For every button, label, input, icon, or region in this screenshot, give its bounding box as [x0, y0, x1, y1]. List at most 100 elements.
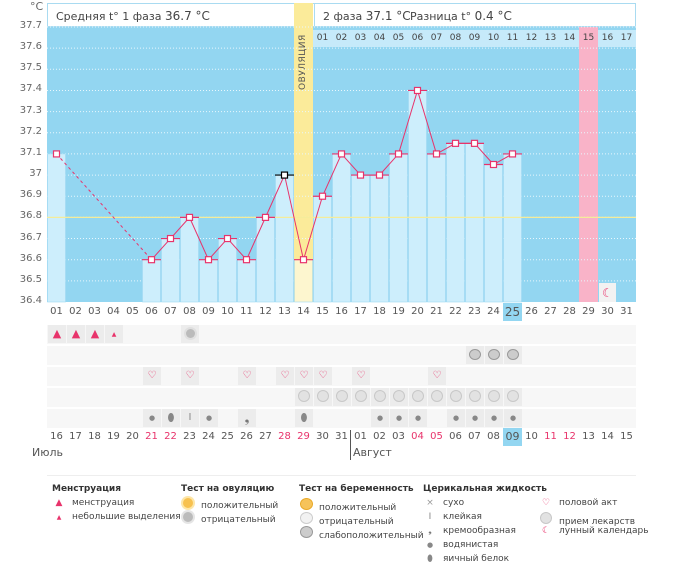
- cycle-day-label[interactable]: 12: [259, 306, 272, 317]
- pill-icon[interactable]: [390, 388, 408, 406]
- cycle-day-label[interactable]: 02: [69, 306, 82, 317]
- cycle-day-label[interactable]: 20: [411, 306, 424, 317]
- cycle-day-label[interactable]: 13: [278, 306, 291, 317]
- pill-icon[interactable]: [428, 388, 446, 406]
- cycle-day-label[interactable]: 26: [525, 306, 538, 317]
- pregnancy-weak-icon[interactable]: [504, 346, 522, 364]
- cycle-day-label[interactable]: 17: [354, 306, 367, 317]
- calendar-date-label[interactable]: 03: [392, 431, 405, 442]
- cycle-day-label[interactable]: 15: [316, 306, 329, 317]
- calendar-date-label[interactable]: 19: [107, 431, 120, 442]
- calendar-date-label[interactable]: 20: [126, 431, 139, 442]
- cycle-day-label[interactable]: 14: [297, 306, 310, 317]
- pill-icon[interactable]: [371, 388, 389, 406]
- heart-icon[interactable]: ♡: [428, 367, 446, 385]
- heart-icon[interactable]: ♡: [276, 367, 294, 385]
- calendar-date-label[interactable]: 22: [164, 431, 177, 442]
- watery-drop-icon[interactable]: ●: [485, 409, 503, 427]
- cycle-day-label[interactable]: 03: [88, 306, 101, 317]
- watery-drop-icon[interactable]: ●: [504, 409, 522, 427]
- calendar-date-label[interactable]: 30: [316, 431, 329, 442]
- watery-drop-icon[interactable]: ●: [409, 409, 427, 427]
- cycle-day-label[interactable]: 19: [392, 306, 405, 317]
- cycle-day-label[interactable]: 22: [449, 306, 462, 317]
- creamy-icon[interactable]: ❟: [238, 409, 256, 427]
- calendar-date-label[interactable]: 09: [503, 428, 522, 446]
- cycle-day-label[interactable]: 10: [221, 306, 234, 317]
- pill-icon[interactable]: [333, 388, 351, 406]
- calendar-date-label[interactable]: 29: [297, 431, 310, 442]
- calendar-date-label[interactable]: 10: [525, 431, 538, 442]
- pill-icon[interactable]: [485, 388, 503, 406]
- pregnancy-weak-icon[interactable]: [466, 346, 484, 364]
- pill-icon[interactable]: [504, 388, 522, 406]
- calendar-date-label[interactable]: 24: [202, 431, 215, 442]
- pill-icon[interactable]: [352, 388, 370, 406]
- heart-icon[interactable]: ♡: [238, 367, 256, 385]
- cycle-day-label[interactable]: 05: [126, 306, 139, 317]
- cycle-day-label[interactable]: 31: [620, 306, 633, 317]
- cycle-day-label[interactable]: 08: [183, 306, 196, 317]
- cycle-day-label[interactable]: 28: [563, 306, 576, 317]
- pill-icon[interactable]: [295, 388, 313, 406]
- egg-white-drop-icon[interactable]: ⬮: [295, 409, 313, 427]
- pill-icon[interactable]: [314, 388, 332, 406]
- calendar-date-label[interactable]: 06: [449, 431, 462, 442]
- calendar-date-label[interactable]: 18: [88, 431, 101, 442]
- sticky-icon[interactable]: I: [181, 409, 199, 427]
- cycle-day-label[interactable]: 16: [335, 306, 348, 317]
- calendar-date-label[interactable]: 04: [411, 431, 424, 442]
- calendar-date-label[interactable]: 02: [373, 431, 386, 442]
- pregnancy-weak-icon[interactable]: [485, 346, 503, 364]
- cycle-day-label[interactable]: 01: [50, 306, 63, 317]
- watery-drop-icon[interactable]: ●: [466, 409, 484, 427]
- cycle-day-label[interactable]: 04: [107, 306, 120, 317]
- calendar-date-label[interactable]: 31: [335, 431, 348, 442]
- cycle-day-label[interactable]: 06: [145, 306, 158, 317]
- pill-icon[interactable]: [466, 388, 484, 406]
- calendar-date-label[interactable]: 01: [354, 431, 367, 442]
- watery-drop-icon[interactable]: ●: [200, 409, 218, 427]
- heart-icon[interactable]: ♡: [181, 367, 199, 385]
- calendar-date-label[interactable]: 12: [563, 431, 576, 442]
- menstruation-light-icon[interactable]: ▲: [105, 325, 123, 343]
- calendar-date-label[interactable]: 05: [430, 431, 443, 442]
- cycle-day-label[interactable]: 23: [468, 306, 481, 317]
- watery-drop-icon[interactable]: ●: [390, 409, 408, 427]
- calendar-date-label[interactable]: 08: [487, 431, 500, 442]
- watery-drop-icon[interactable]: ●: [143, 409, 161, 427]
- calendar-date-label[interactable]: 14: [601, 431, 614, 442]
- calendar-date-label[interactable]: 23: [183, 431, 196, 442]
- calendar-date-label[interactable]: 13: [582, 431, 595, 442]
- menstruation-heavy-icon[interactable]: ▲: [48, 325, 66, 343]
- calendar-date-label[interactable]: 25: [221, 431, 234, 442]
- pill-icon[interactable]: [409, 388, 427, 406]
- cycle-day-label[interactable]: 21: [430, 306, 443, 317]
- cycle-day-label[interactable]: 11: [240, 306, 253, 317]
- cycle-day-label[interactable]: 27: [544, 306, 557, 317]
- heart-icon[interactable]: ♡: [352, 367, 370, 385]
- menstruation-heavy-icon[interactable]: ▲: [86, 325, 104, 343]
- ovulation-negative-icon[interactable]: [181, 325, 199, 343]
- watery-drop-icon[interactable]: ●: [371, 409, 389, 427]
- calendar-date-label[interactable]: 21: [145, 431, 158, 442]
- calendar-date-label[interactable]: 17: [69, 431, 82, 442]
- cycle-day-label[interactable]: 24: [487, 306, 500, 317]
- calendar-date-label[interactable]: 27: [259, 431, 272, 442]
- egg-white-drop-icon[interactable]: ⬮: [162, 409, 180, 427]
- cycle-day-label[interactable]: 30: [601, 306, 614, 317]
- heart-icon[interactable]: ♡: [295, 367, 313, 385]
- calendar-date-label[interactable]: 26: [240, 431, 253, 442]
- calendar-date-label[interactable]: 15: [620, 431, 633, 442]
- watery-drop-icon[interactable]: ●: [447, 409, 465, 427]
- cycle-day-label[interactable]: 18: [373, 306, 386, 317]
- calendar-date-label[interactable]: 16: [50, 431, 63, 442]
- cycle-day-label[interactable]: 29: [582, 306, 595, 317]
- menstruation-heavy-icon[interactable]: ▲: [67, 325, 85, 343]
- cycle-day-label[interactable]: 09: [202, 306, 215, 317]
- pill-icon[interactable]: [447, 388, 465, 406]
- calendar-date-label[interactable]: 28: [278, 431, 291, 442]
- heart-icon[interactable]: ♡: [314, 367, 332, 385]
- cycle-day-label[interactable]: 25: [503, 303, 522, 321]
- cycle-day-label[interactable]: 07: [164, 306, 177, 317]
